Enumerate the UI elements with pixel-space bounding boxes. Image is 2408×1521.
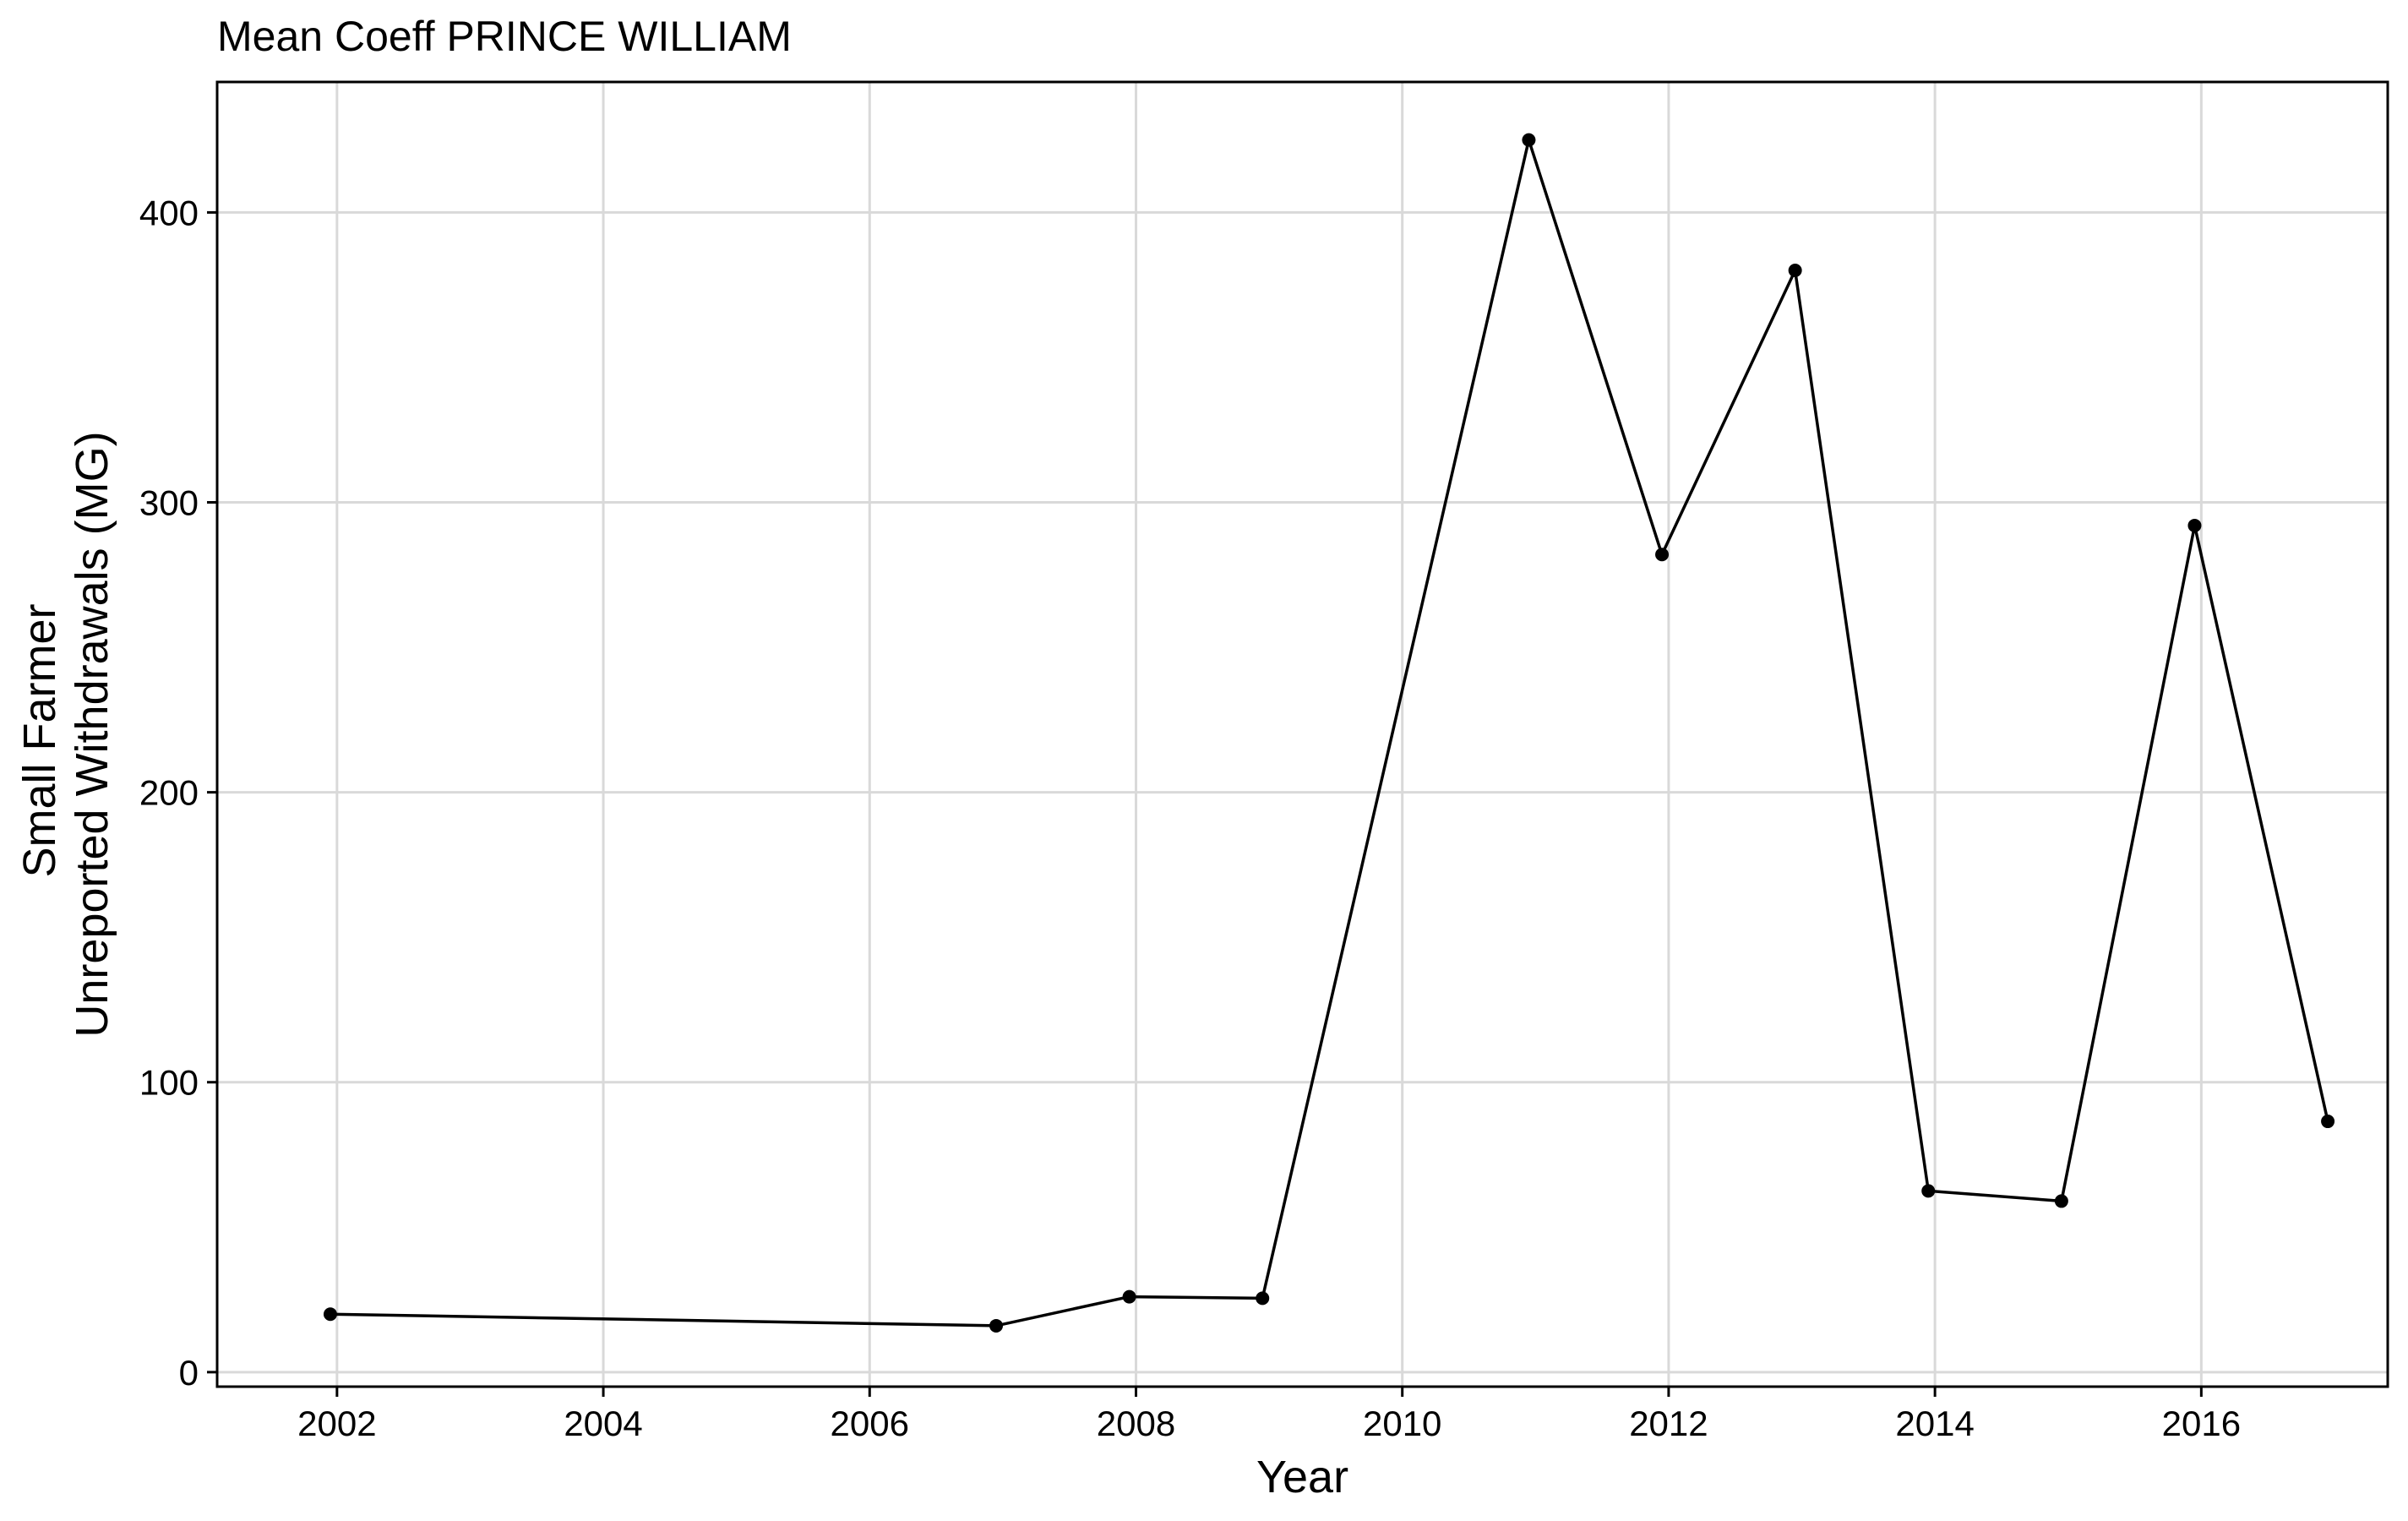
axis-ticks: 2002 2004 2006 2008 2010 2012 2014 2016 0 100 200 3…: [139, 193, 2241, 1443]
y-axis-title-line-1: Small Farmer: [14, 603, 65, 877]
x-tick-label: 2014: [1895, 1404, 1974, 1443]
y-tick-label: 400: [139, 193, 199, 232]
data-point: [1256, 1291, 1270, 1306]
data-point: [2054, 1194, 2068, 1208]
chart-title: Mean Coeff PRINCE WILLIAM: [217, 13, 792, 60]
y-axis-title: Small Farmer Unreported Withdrawals (MG): [14, 431, 117, 1037]
y-axis-title-line-2: Unreported Withdrawals (MG): [67, 431, 117, 1037]
x-tick-label: 2016: [2162, 1404, 2241, 1443]
x-tick-label: 2008: [1097, 1404, 1175, 1443]
series-layer: [323, 133, 2335, 1333]
x-tick-label: 2004: [564, 1404, 642, 1443]
x-tick-label: 2012: [1629, 1404, 1708, 1443]
y-tick-label: 0: [179, 1353, 199, 1393]
x-tick-label: 2010: [1363, 1404, 1441, 1443]
data-point: [1788, 264, 1802, 278]
plot-panel: [215, 80, 2389, 1388]
data-point: [1522, 133, 1536, 147]
data-point: [2321, 1115, 2335, 1129]
x-tick-label: 2006: [831, 1404, 909, 1443]
data-point: [1122, 1289, 1136, 1304]
y-tick-label: 200: [139, 773, 199, 813]
series-line: [330, 134, 2329, 1327]
data-point: [1655, 548, 1670, 562]
x-tick-label: 2002: [297, 1404, 376, 1443]
y-tick-label: 300: [139, 483, 199, 523]
data-point: [989, 1318, 1004, 1333]
x-axis-title: Year: [1256, 1452, 1348, 1502]
data-point: [2187, 518, 2202, 532]
grid-lines: [217, 82, 2388, 1387]
y-tick-label: 100: [139, 1063, 199, 1103]
data-point: [323, 1307, 337, 1322]
data-point: [1921, 1184, 1936, 1198]
